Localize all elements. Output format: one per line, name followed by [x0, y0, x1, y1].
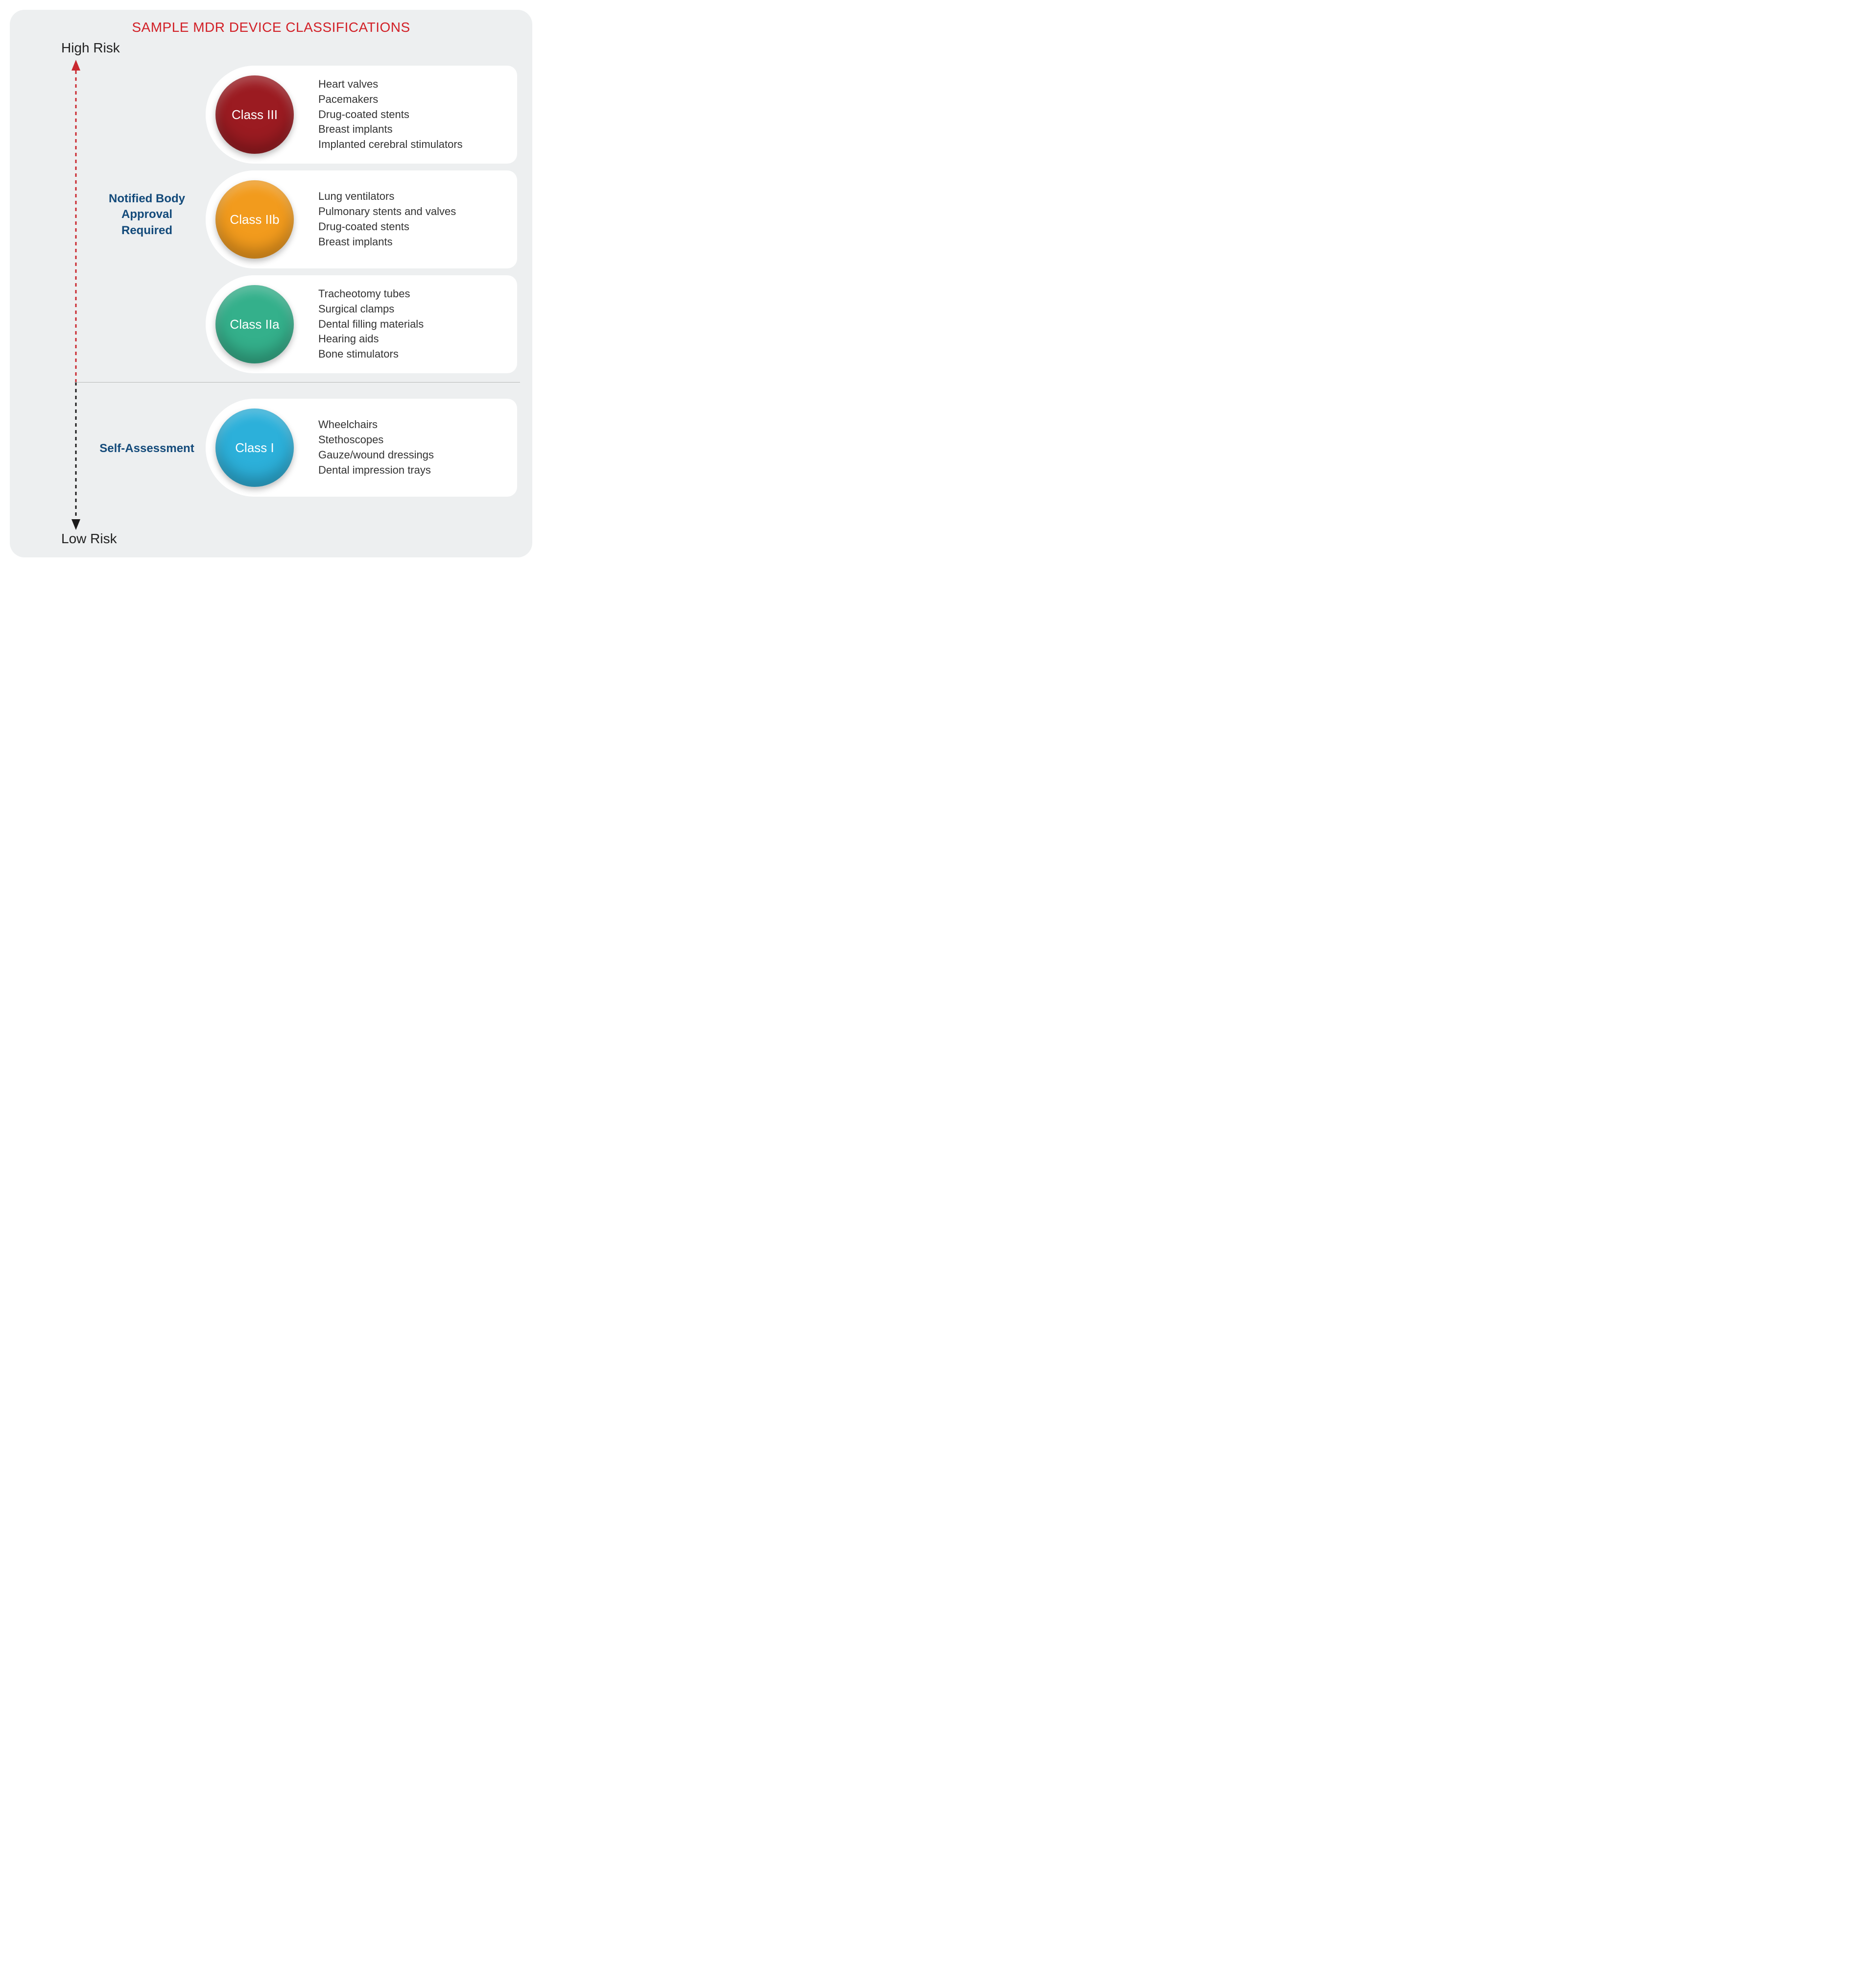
example-item: Lung ventilators	[318, 189, 456, 204]
circle-outer: Class IIb	[206, 170, 304, 268]
example-item: Heart valves	[318, 77, 463, 92]
circle-outer: Class IIa	[206, 275, 304, 373]
example-item: Drug-coated stents	[318, 107, 463, 122]
diagram-container: SAMPLE MDR DEVICE CLASSIFICATIONS High R…	[10, 10, 532, 557]
example-item: Breast implants	[318, 235, 456, 250]
axis-low-label: Low Risk	[61, 531, 117, 547]
example-item: Surgical clamps	[318, 302, 424, 317]
class-pill: Class IIa Tracheotomy tubesSurgical clam…	[206, 275, 517, 373]
example-item: Drug-coated stents	[318, 219, 456, 235]
self-assessment-label: Self-Assessment	[93, 441, 201, 456]
class-row-2a: Class IIa Tracheotomy tubesSurgical clam…	[206, 275, 517, 373]
examples-list: Lung ventilatorsPulmonary stents and val…	[304, 189, 466, 249]
examples-list: WheelchairsStethoscopesGauze/wound dress…	[304, 417, 444, 478]
arrow-up-icon	[71, 60, 80, 71]
class-label: Class I	[235, 440, 274, 456]
class-circle: Class IIb	[215, 180, 294, 259]
class-pill: Class IIb Lung ventilatorsPulmonary sten…	[206, 170, 517, 268]
example-item: Dental impression trays	[318, 463, 434, 478]
examples-list: Tracheotomy tubesSurgical clampsDental f…	[304, 287, 433, 362]
example-item: Breast implants	[318, 122, 463, 137]
class-label: Class IIb	[230, 212, 279, 227]
example-item: Tracheotomy tubes	[318, 287, 424, 302]
risk-axis-arrow-icon	[69, 60, 83, 530]
class-circle: Class III	[215, 75, 294, 154]
class-circle: Class IIa	[215, 285, 294, 363]
axis-high-label: High Risk	[61, 40, 120, 56]
section-divider	[74, 382, 520, 383]
class-circle: Class I	[215, 408, 294, 487]
circle-outer: Class I	[206, 399, 304, 497]
example-item: Implanted cerebral stimulators	[318, 137, 463, 152]
arrow-down-icon	[71, 519, 80, 530]
class-pill: Class III Heart valvesPacemakersDrug-coa…	[206, 66, 517, 164]
example-item: Dental filling materials	[318, 317, 424, 332]
class-row-3: Class III Heart valvesPacemakersDrug-coa…	[206, 66, 517, 164]
examples-list: Heart valvesPacemakersDrug-coated stents…	[304, 77, 473, 152]
class-label: Class IIa	[230, 317, 279, 332]
class-row-1: Class I WheelchairsStethoscopesGauze/wou…	[206, 399, 517, 497]
example-item: Pacemakers	[318, 92, 463, 107]
example-item: Wheelchairs	[318, 417, 434, 432]
example-item: Stethoscopes	[318, 432, 434, 448]
class-row-2b: Class IIb Lung ventilatorsPulmonary sten…	[206, 170, 517, 268]
notified-body-label: Notified BodyApprovalRequired	[93, 191, 201, 239]
class-label: Class III	[232, 107, 278, 122]
circle-outer: Class III	[206, 66, 304, 164]
example-item: Hearing aids	[318, 332, 424, 347]
example-item: Gauze/wound dressings	[318, 448, 434, 463]
example-item: Bone stimulators	[318, 347, 424, 362]
class-pill: Class I WheelchairsStethoscopesGauze/wou…	[206, 399, 517, 497]
example-item: Pulmonary stents and valves	[318, 204, 456, 219]
diagram-title: SAMPLE MDR DEVICE CLASSIFICATIONS	[10, 20, 532, 35]
